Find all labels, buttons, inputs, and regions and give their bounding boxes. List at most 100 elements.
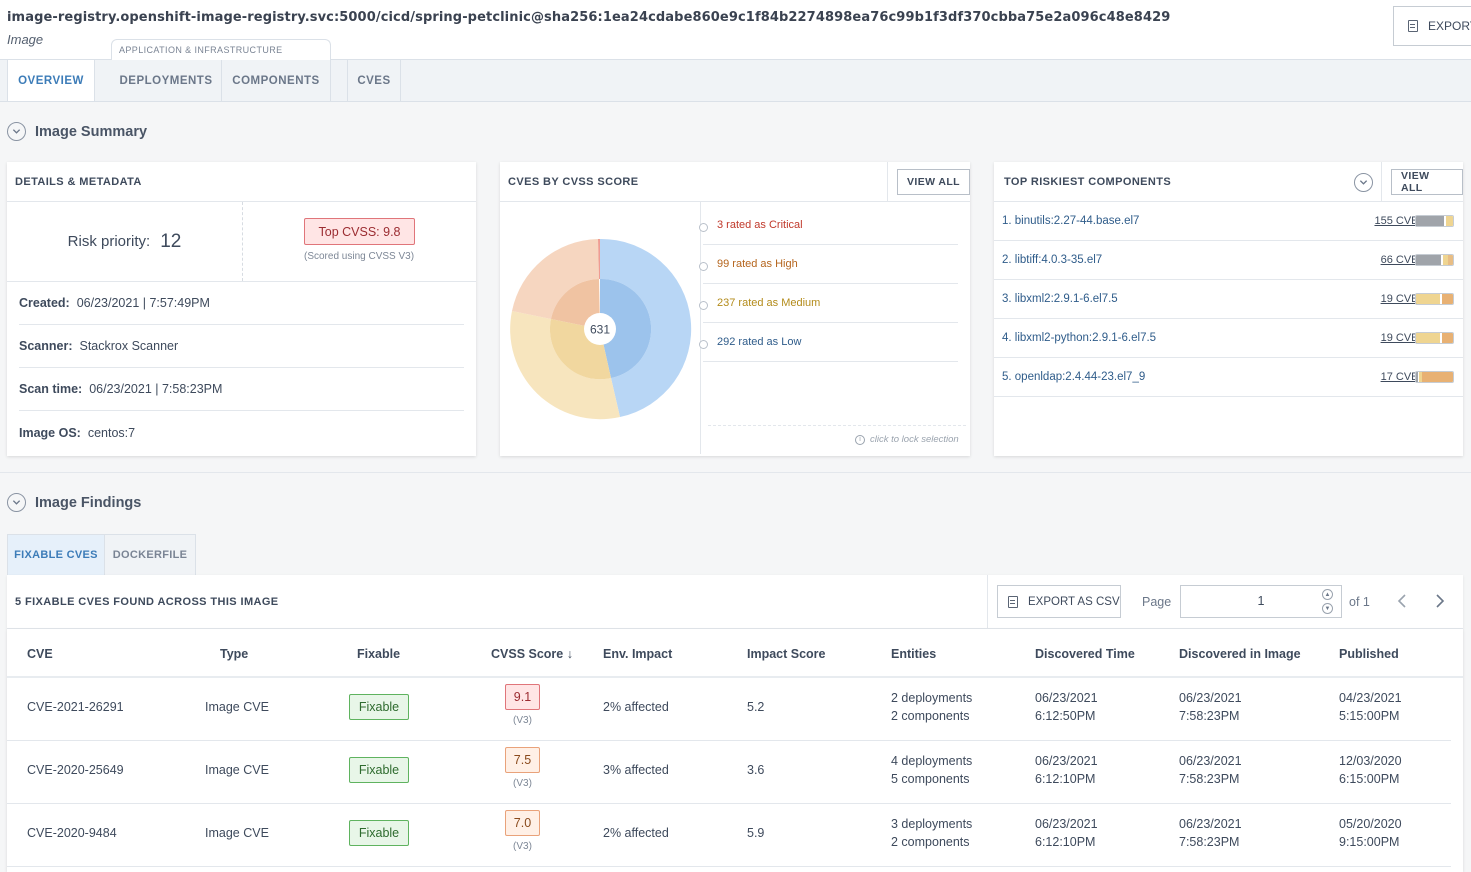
fixable-badge: Fixable (349, 820, 409, 846)
column-header-impact-score[interactable]: Impact Score (747, 647, 826, 661)
component-cves-link[interactable]: 19 CVEs (1380, 293, 1424, 305)
column-header-published[interactable]: Published (1339, 647, 1399, 661)
components-chevron-down-icon[interactable] (1354, 173, 1373, 192)
cve-id[interactable]: CVE-2020-9484 (27, 826, 117, 840)
scanner-value: Stackrox Scanner (79, 339, 179, 353)
entities-deployments-link[interactable]: 2 deployments (891, 691, 973, 705)
header-divider (7, 676, 1463, 678)
legend-divider (700, 202, 701, 454)
entities-deployments-link[interactable]: 4 deployments (891, 754, 973, 768)
column-header-cvss-score[interactable]: CVSS Score ↓ (491, 647, 573, 661)
discovered-date: 06/23/2021 (1035, 691, 1098, 705)
table-row[interactable]: CVE-2020-9484 Image CVE Fixable 7.0 (V3)… (7, 804, 1451, 867)
sunburst-outer-high[interactable] (512, 239, 599, 319)
component-row: 1. binutils:2.27-44.base.el7 155 CVEs (994, 202, 1463, 241)
sunburst-center (584, 313, 616, 345)
component-name-link[interactable]: 5. openldap:2.4.44-23.el7_9 (1002, 371, 1146, 383)
discovered-in-image-date: 06/23/2021 (1179, 691, 1242, 705)
cve-id[interactable]: CVE-2021-26291 (27, 700, 124, 714)
component-cves-link[interactable]: 19 CVEs (1380, 332, 1424, 344)
tab-dockerfile[interactable]: DOCKERFILE (105, 534, 196, 575)
document-icon (1008, 595, 1018, 608)
legend-low[interactable]: 292 rated as Low (699, 323, 958, 362)
image-findings-header[interactable]: Image Findings (7, 493, 141, 512)
cvss-version: (V3) (513, 715, 532, 726)
impact-score: 3.6 (747, 763, 765, 777)
published-date: 04/23/2021 (1339, 691, 1402, 705)
entities-components-link[interactable]: 2 components (891, 835, 970, 849)
tab-overview[interactable]: OVERVIEW (7, 60, 95, 101)
export-csv-button[interactable]: EXPORT AS CSV (997, 585, 1121, 618)
component-cves-link[interactable]: 17 CVEs (1380, 371, 1424, 383)
cvss-view-all-button[interactable]: VIEW ALL (897, 169, 970, 195)
top-riskiest-components-card: TOP RISKIEST COMPONENTS VIEW ALL 1. binu… (994, 162, 1463, 456)
component-name-link[interactable]: 3. libxml2:2.9.1-6.el7.5 (1002, 293, 1118, 305)
cve-id[interactable]: CVE-2020-25649 (27, 763, 124, 777)
page-number-input[interactable]: 1 (1180, 585, 1342, 618)
image-summary-header[interactable]: Image Summary (7, 122, 147, 141)
stepper-down-icon[interactable]: ▼ (1322, 603, 1333, 614)
scanner-label: Scanner: (19, 339, 73, 353)
entities-components-link[interactable]: 5 components (891, 772, 970, 786)
env-impact: 3% affected (603, 763, 669, 777)
column-header-cve[interactable]: CVE (27, 647, 53, 661)
env-impact: 2% affected (603, 826, 669, 840)
created-label: Created: (19, 296, 70, 310)
cvss-score-badge: 7.5 (505, 747, 540, 773)
column-header-fixable[interactable]: Fixable (357, 647, 401, 661)
sunburst-inner-high[interactable] (551, 279, 600, 329)
cve-type: Image CVE (205, 763, 269, 777)
component-name-link[interactable]: 2. libtiff:4.0.3-35.el7 (1002, 254, 1103, 266)
legend-high[interactable]: 99 rated as High (699, 245, 958, 284)
legend-medium[interactable]: 237 rated as Medium (699, 284, 958, 323)
sunburst-outer-medium[interactable] (510, 311, 620, 420)
risk-priority-label: Risk priority: (67, 233, 151, 250)
component-cves-link[interactable]: 66 CVEs (1380, 254, 1424, 266)
entities-components-link[interactable]: 2 components (891, 709, 970, 723)
page-label: Page (1142, 595, 1172, 609)
discovered-in-image-date: 06/23/2021 (1179, 817, 1242, 831)
export-button[interactable]: EXPORT (1393, 6, 1471, 46)
previous-page-icon[interactable] (1395, 593, 1411, 609)
table-row[interactable]: CVE-2020-25649 Image CVE Fixable 7.5 (V3… (7, 741, 1451, 804)
sunburst-outer-critical[interactable] (598, 238, 600, 279)
components-view-all-button[interactable]: VIEW ALL (1391, 169, 1463, 195)
column-header-discovered-in-image[interactable]: Discovered in Image (1179, 647, 1301, 661)
column-header-entities[interactable]: Entities (891, 647, 937, 661)
collapse-icon[interactable] (7, 493, 26, 512)
image-findings-title: Image Findings (35, 494, 142, 511)
tab-cves[interactable]: CVES (347, 60, 401, 101)
env-impact: 2% affected (603, 700, 669, 714)
cvss-sunburst-chart[interactable]: 631 (500, 202, 700, 456)
scored-note: (Scored using CVSS V3) (304, 251, 415, 262)
discovered-date: 06/23/2021 (1035, 817, 1098, 831)
legend-critical[interactable]: 3 rated as Critical (699, 206, 958, 245)
tab-fixable-cves[interactable]: FIXABLE CVES (7, 534, 105, 575)
scan-time-value: 06/23/2021 | 7:58:23PM (89, 382, 223, 396)
top-cvss-badge: Top CVSS: 9.8 (304, 218, 415, 245)
page-stepper[interactable]: ▲ ▼ (1322, 589, 1334, 614)
collapse-icon[interactable] (7, 122, 26, 141)
entities-deployments-link[interactable]: 3 deployments (891, 817, 973, 831)
fixable-badge: Fixable (349, 757, 409, 783)
column-header-discovered-time[interactable]: Discovered Time (1035, 647, 1135, 661)
component-severity-bar (1415, 371, 1454, 383)
component-name-link[interactable]: 4. libxml2-python:2.9.1-6.el7.5 (1002, 332, 1157, 344)
fixable-badge: Fixable (349, 694, 409, 720)
column-header-env-impact[interactable]: Env. Impact (603, 647, 673, 661)
image-os-value: centos:7 (87, 425, 136, 440)
component-name-link[interactable]: 1. binutils:2.27-44.base.el7 (1002, 215, 1140, 227)
column-header-type[interactable]: Type (220, 647, 249, 661)
cve-type: Image CVE (205, 700, 269, 714)
sunburst-outer-low[interactable] (600, 238, 692, 417)
stepper-up-icon[interactable]: ▲ (1322, 589, 1333, 600)
published-date: 12/03/2020 (1339, 754, 1402, 768)
sunburst-inner-low[interactable] (600, 278, 652, 378)
component-severity-bar (1415, 293, 1454, 305)
table-row[interactable]: CVE-2021-26291 Image CVE Fixable 9.1 (V3… (7, 678, 1451, 741)
next-page-icon[interactable] (1431, 593, 1447, 609)
table-toolbar: 5 FIXABLE CVES FOUND ACROSS THIS IMAGE E… (7, 575, 1463, 629)
component-cves-link[interactable]: 155 CVEs (1374, 215, 1424, 227)
tab-deployments[interactable]: DEPLOYMENTS (111, 60, 222, 101)
tab-components[interactable]: COMPONENTS (222, 60, 331, 101)
